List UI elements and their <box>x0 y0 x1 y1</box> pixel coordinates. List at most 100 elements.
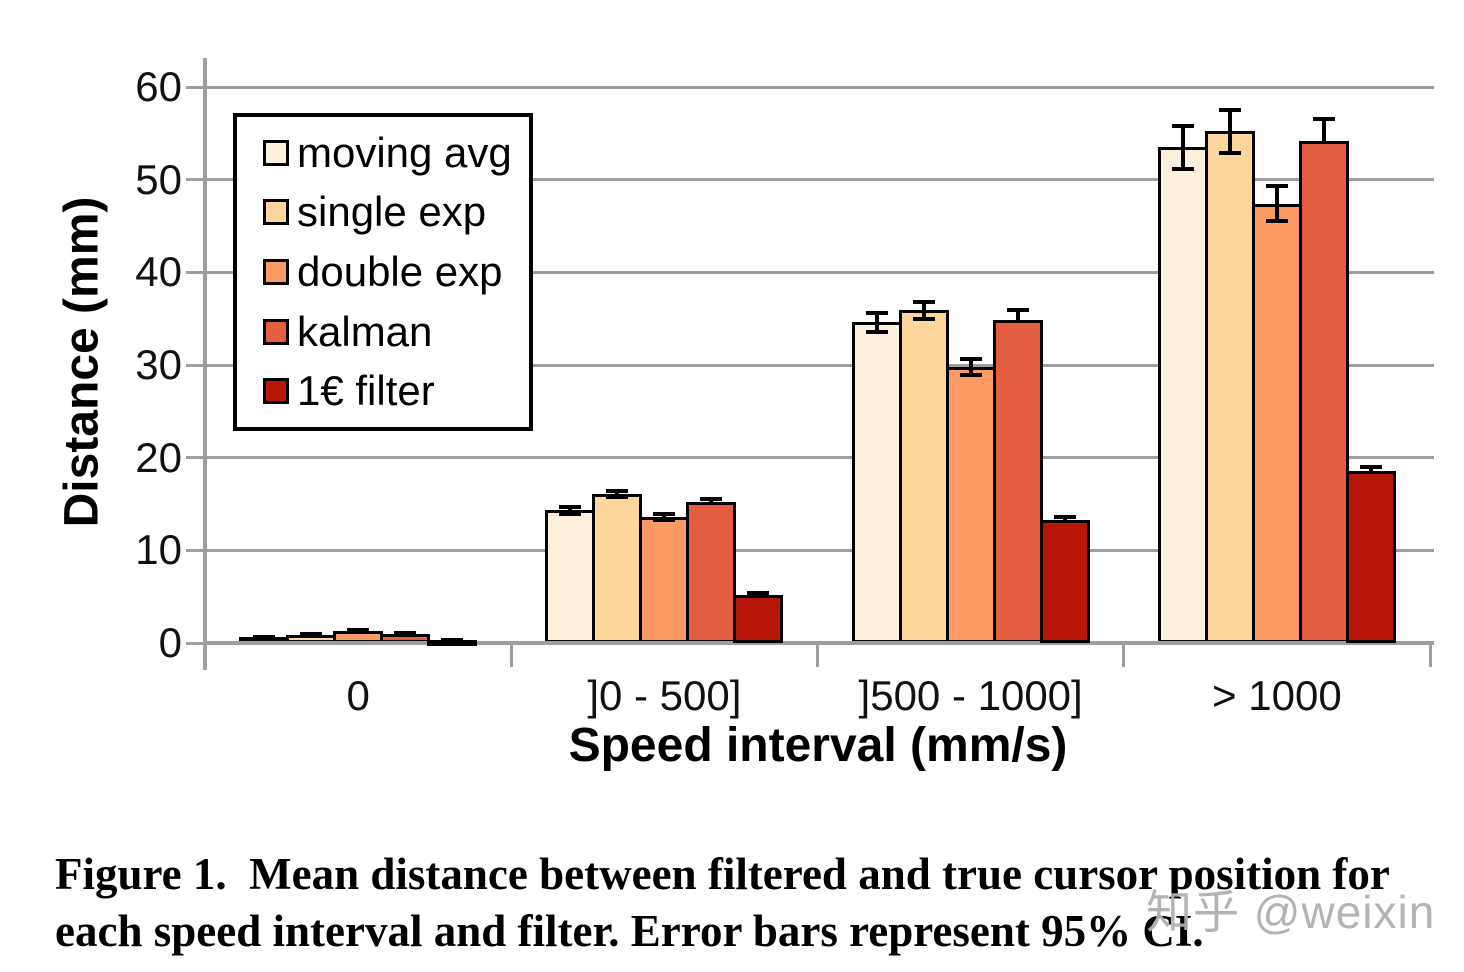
legend-item-single-exp: single exp <box>263 191 529 233</box>
error-bar-cap-top <box>700 497 723 502</box>
y-tick-30 <box>186 363 208 367</box>
error-bar-cap-top <box>1359 464 1382 469</box>
bar-single-exp-group1 <box>592 493 643 643</box>
bar-kalman-group2 <box>992 319 1043 643</box>
legend-item-double-exp: double exp <box>263 247 529 295</box>
error-bar-stem <box>921 301 926 319</box>
error-bar-cap-bottom <box>653 517 676 522</box>
error-bar-cap-bottom <box>253 635 276 640</box>
bar-kalman-group3 <box>1298 140 1349 643</box>
error-bar-cap-top <box>865 311 888 316</box>
error-bar-cap-bottom <box>959 373 982 378</box>
bar-moving-avg-group1 <box>545 510 596 643</box>
legend-item-moving-avg: moving avg <box>263 128 529 176</box>
legend-swatch-icon <box>263 318 289 345</box>
error-bar-stem <box>615 491 620 497</box>
x-category-label-3: > 1000 <box>1212 672 1342 719</box>
caption-line-2: each speed interval and filter. Error ba… <box>55 906 1204 956</box>
error-bar-stem <box>1180 125 1185 169</box>
bar-single-exp-group3 <box>1204 131 1255 643</box>
caption-line-1: Figure 1. Mean distance between filtered… <box>55 849 1390 899</box>
error-bar-cap-top <box>959 356 982 361</box>
figure-caption: Figure 1. Mean distance between filtered… <box>55 846 1390 960</box>
error-bar-cap-bottom <box>1265 219 1288 224</box>
error-bar-cap-bottom <box>300 633 323 638</box>
y-tick-label-40: 40 <box>135 248 182 296</box>
error-bar-stem <box>662 514 667 520</box>
y-tick-label-20: 20 <box>135 433 182 481</box>
gridline-y-60 <box>205 85 1434 89</box>
y-tick-0 <box>186 641 208 645</box>
legend-label: single exp <box>297 188 487 236</box>
bar-double-exp-group2 <box>945 366 996 643</box>
error-bar-cap-top <box>1171 123 1194 128</box>
legend-label: moving avg <box>297 128 512 176</box>
error-bar-cap-bottom <box>912 316 935 321</box>
x-tick-3 <box>1122 643 1126 667</box>
error-bar-cap-top <box>653 512 676 517</box>
error-bar-cap-bottom <box>1171 166 1194 171</box>
x-tick-4 <box>1428 643 1432 667</box>
error-bar-cap-bottom <box>347 629 370 634</box>
error-bar-stem <box>1062 516 1067 523</box>
legend-swatch-icon <box>263 378 289 405</box>
gridline-y-30 <box>205 363 1434 367</box>
error-bar-cap-top <box>606 489 629 494</box>
y-tick-label-60: 60 <box>135 63 182 110</box>
y-tick-label-0: 0 <box>158 619 182 666</box>
x-axis-title: Speed interval (mm/s) <box>568 719 1068 772</box>
legend-swatch-icon <box>263 258 289 285</box>
y-tick-label-50: 50 <box>135 155 182 203</box>
y-tick-label-30: 30 <box>135 341 182 388</box>
x-tick-1 <box>509 643 513 667</box>
error-bar-cap-top <box>747 591 770 596</box>
watermark: 知乎 @weixin <box>1146 886 1436 938</box>
y-tick-20 <box>186 456 208 460</box>
error-bar-cap-bottom <box>1218 150 1241 155</box>
error-bar-cap-bottom <box>865 329 888 334</box>
y-axis-title: Distance (mm) <box>55 196 109 528</box>
gridline-y-40 <box>205 270 1434 274</box>
bar-double-exp-group3 <box>1251 203 1302 643</box>
error-bar-stem <box>709 499 714 505</box>
legend-label: double exp <box>297 247 503 295</box>
error-bar-stem <box>1274 186 1279 222</box>
error-bar-cap-top <box>1053 514 1076 519</box>
error-bar-stem <box>968 358 973 376</box>
bar-1-filter-group1 <box>733 594 784 643</box>
x-category-label-0: 0 <box>346 672 370 719</box>
legend-item-1-filter: 1€ filter <box>263 370 529 412</box>
error-bar-cap-top <box>1006 308 1029 313</box>
y-tick-10 <box>186 548 208 552</box>
bar-1-filter-group0 <box>427 640 478 647</box>
error-bar-cap-bottom <box>559 511 582 516</box>
error-bar-cap-top <box>912 299 935 304</box>
error-bar-stem <box>1227 110 1232 153</box>
error-bar-cap-top <box>1218 108 1241 113</box>
y-tick-60 <box>186 85 208 89</box>
bar-1-filter-group2 <box>1039 519 1090 643</box>
legend-box: moving avg single exp double exp kalman 1€ f… <box>233 113 533 431</box>
y-tick-label-10: 10 <box>135 526 182 574</box>
legend-swatch-icon <box>263 199 289 226</box>
error-bar-cap-top <box>1265 184 1288 189</box>
bar-kalman-group1 <box>686 502 737 643</box>
error-bar-cap-bottom <box>606 494 629 499</box>
y-tick-40 <box>186 270 208 274</box>
legend-swatch-icon <box>263 139 289 166</box>
legend-item-kalman: kalman <box>263 310 529 353</box>
bar-moving-avg-group2 <box>851 322 902 643</box>
bar-moving-avg-group3 <box>1157 147 1208 643</box>
gridline-y-50 <box>205 178 1434 182</box>
gridline-y-20 <box>205 456 1434 460</box>
y-tick-50 <box>186 178 208 182</box>
legend-label: 1€ filter <box>297 367 435 415</box>
error-bar-cap-top <box>559 505 582 510</box>
bar-double-exp-group1 <box>639 516 690 643</box>
y-axis-line <box>203 58 207 670</box>
